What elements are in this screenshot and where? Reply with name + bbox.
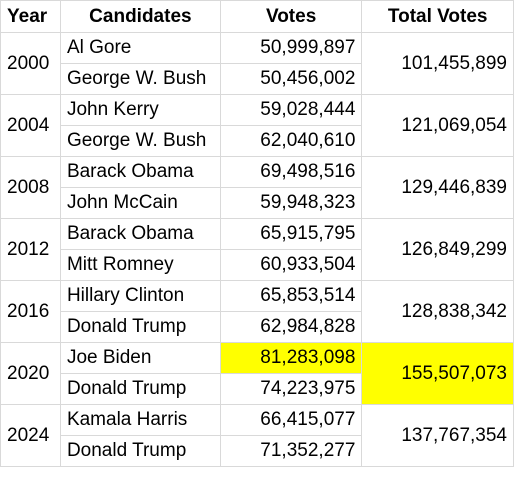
header-candidates[interactable]: Candidates [59,0,221,33]
total-votes-cell[interactable]: 137,767,354 [361,404,514,467]
candidate-cell[interactable]: Donald Trump [59,435,221,467]
candidate-cell[interactable]: Hillary Clinton [59,280,221,312]
table-row: 2008 Barack Obama 69,498,516 129,446,839 [0,156,514,219]
candidate-cell[interactable]: Donald Trump [59,373,221,405]
table-row: Donald Trump 62,984,828 [1,311,514,343]
votes-cell[interactable]: 65,915,795 [219,218,363,250]
candidate-cell[interactable]: John Kerry [59,94,221,126]
votes-cell[interactable]: 50,999,897 [219,32,363,64]
election-votes-table: Year Candidates Votes Total Votes 2000 A… [0,0,514,467]
votes-cell[interactable]: 74,223,975 [219,373,363,405]
total-votes-cell[interactable]: 128,838,342 [361,280,514,343]
candidate-cell[interactable]: Donald Trump [59,311,221,343]
table-row: George W. Bush 62,040,610 [1,125,514,157]
year-cell[interactable]: 2008 [0,156,61,219]
table-row: Donald Trump 71,352,277 [1,435,514,467]
candidate-cell[interactable]: Mitt Romney [59,249,221,281]
votes-cell[interactable]: 60,933,504 [219,249,363,281]
candidate-cell[interactable]: Barack Obama [59,218,221,250]
header-votes[interactable]: Votes [219,0,363,33]
votes-cell[interactable]: 65,853,514 [219,280,363,312]
header-total-votes[interactable]: Total Votes [361,0,514,33]
table-row: 2000 Al Gore 50,999,897 101,455,899 [0,32,514,95]
total-votes-cell[interactable]: 126,849,299 [361,218,514,281]
table-row: 2004 John Kerry 59,028,444 121,069,054 [0,94,514,157]
header-row: Year Candidates Votes Total Votes [0,0,514,33]
candidate-cell[interactable]: Barack Obama [59,156,221,188]
table-row: Mitt Romney 60,933,504 [1,249,514,281]
table-row: 2020 Joe Biden 81,283,098 155,507,073 [0,342,514,405]
candidate-cell[interactable]: John McCain [59,187,221,219]
year-cell[interactable]: 2012 [0,218,61,281]
votes-cell[interactable]: 71,352,277 [219,435,363,467]
highlighted-total-votes-cell[interactable]: 155,507,073 [361,342,514,405]
year-cell[interactable]: 2024 [0,404,61,467]
header-year[interactable]: Year [0,0,61,33]
votes-cell[interactable]: 62,040,610 [219,125,363,157]
candidate-cell[interactable]: George W. Bush [59,63,221,95]
table-row: 2012 Barack Obama 65,915,795 126,849,299 [0,218,514,281]
votes-cell[interactable]: 50,456,002 [219,63,363,95]
candidate-cell[interactable]: Joe Biden [59,342,221,374]
votes-cell[interactable]: 66,415,077 [219,404,363,436]
candidate-cell[interactable]: Kamala Harris [59,404,221,436]
votes-cell[interactable]: 59,948,323 [219,187,363,219]
table-row: 2024 Kamala Harris 66,415,077 137,767,35… [0,404,514,467]
candidate-cell[interactable]: George W. Bush [59,125,221,157]
year-cell[interactable]: 2000 [0,32,61,95]
table-row: George W. Bush 50,456,002 [1,63,514,95]
year-cell[interactable]: 2004 [0,94,61,157]
votes-cell[interactable]: 69,498,516 [219,156,363,188]
total-votes-cell[interactable]: 129,446,839 [361,156,514,219]
table-row: 2016 Hillary Clinton 65,853,514 128,838,… [0,280,514,343]
votes-cell[interactable]: 62,984,828 [219,311,363,343]
highlighted-votes-cell[interactable]: 81,283,098 [219,342,363,374]
votes-cell[interactable]: 59,028,444 [219,94,363,126]
table-row: Donald Trump 74,223,975 [1,373,514,405]
year-cell[interactable]: 2020 [0,342,61,405]
total-votes-cell[interactable]: 121,069,054 [361,94,514,157]
year-cell[interactable]: 2016 [0,280,61,343]
candidate-cell[interactable]: Al Gore [59,32,221,64]
total-votes-cell[interactable]: 101,455,899 [361,32,514,95]
table-row: John McCain 59,948,323 [1,187,514,219]
